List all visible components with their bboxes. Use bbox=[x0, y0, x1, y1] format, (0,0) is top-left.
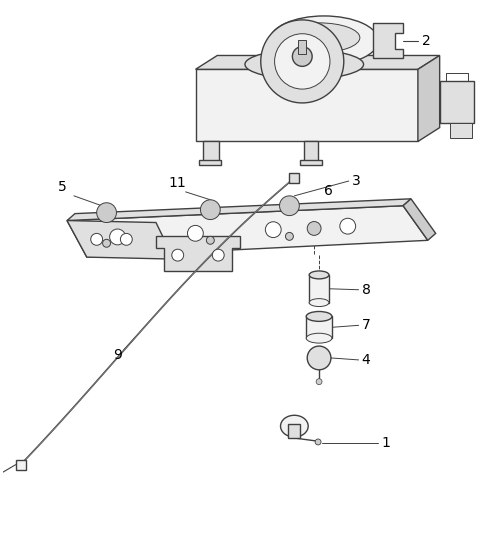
Polygon shape bbox=[195, 70, 418, 141]
Circle shape bbox=[275, 34, 330, 89]
Circle shape bbox=[206, 236, 214, 244]
Text: 7: 7 bbox=[361, 318, 371, 332]
Polygon shape bbox=[373, 23, 403, 58]
Circle shape bbox=[201, 200, 220, 219]
Text: 4: 4 bbox=[361, 353, 371, 367]
Bar bbox=[16, 460, 25, 470]
Circle shape bbox=[307, 346, 331, 370]
Polygon shape bbox=[67, 206, 428, 257]
Circle shape bbox=[103, 239, 110, 247]
Circle shape bbox=[286, 232, 293, 240]
Ellipse shape bbox=[306, 333, 332, 343]
Circle shape bbox=[316, 379, 322, 385]
Text: 2: 2 bbox=[422, 34, 431, 48]
Text: 3: 3 bbox=[352, 174, 360, 188]
Text: 8: 8 bbox=[361, 282, 371, 297]
Circle shape bbox=[292, 47, 312, 66]
Bar bbox=[304, 141, 318, 161]
Ellipse shape bbox=[270, 16, 378, 65]
Polygon shape bbox=[440, 81, 474, 123]
Circle shape bbox=[261, 20, 344, 103]
Text: 9: 9 bbox=[113, 348, 122, 362]
Bar bbox=[289, 173, 300, 183]
Polygon shape bbox=[67, 199, 411, 220]
Polygon shape bbox=[418, 56, 440, 141]
Text: 11: 11 bbox=[169, 176, 187, 190]
Bar bbox=[450, 123, 472, 137]
Circle shape bbox=[279, 196, 300, 216]
Circle shape bbox=[212, 249, 224, 261]
Ellipse shape bbox=[245, 50, 363, 79]
Circle shape bbox=[265, 221, 281, 238]
Bar bbox=[200, 160, 221, 165]
Circle shape bbox=[307, 221, 321, 235]
Bar bbox=[298, 40, 306, 54]
Text: 5: 5 bbox=[58, 180, 67, 194]
Ellipse shape bbox=[278, 23, 360, 52]
Circle shape bbox=[91, 233, 103, 245]
Bar bbox=[204, 141, 219, 161]
Bar bbox=[288, 424, 300, 438]
Polygon shape bbox=[403, 199, 436, 240]
Polygon shape bbox=[156, 236, 240, 271]
Ellipse shape bbox=[309, 299, 329, 307]
Circle shape bbox=[340, 218, 356, 234]
Ellipse shape bbox=[306, 311, 332, 322]
Polygon shape bbox=[67, 220, 174, 259]
Text: 6: 6 bbox=[324, 184, 333, 198]
Ellipse shape bbox=[280, 415, 308, 437]
Bar bbox=[306, 316, 332, 338]
Circle shape bbox=[315, 439, 321, 445]
Ellipse shape bbox=[309, 271, 329, 279]
Bar bbox=[309, 275, 329, 303]
Polygon shape bbox=[195, 56, 440, 70]
Bar bbox=[300, 160, 322, 165]
Text: 10: 10 bbox=[445, 92, 463, 106]
Circle shape bbox=[96, 203, 117, 223]
Circle shape bbox=[172, 249, 184, 261]
Circle shape bbox=[188, 225, 204, 241]
Circle shape bbox=[120, 233, 132, 245]
Circle shape bbox=[109, 229, 125, 245]
Text: 1: 1 bbox=[381, 436, 390, 450]
